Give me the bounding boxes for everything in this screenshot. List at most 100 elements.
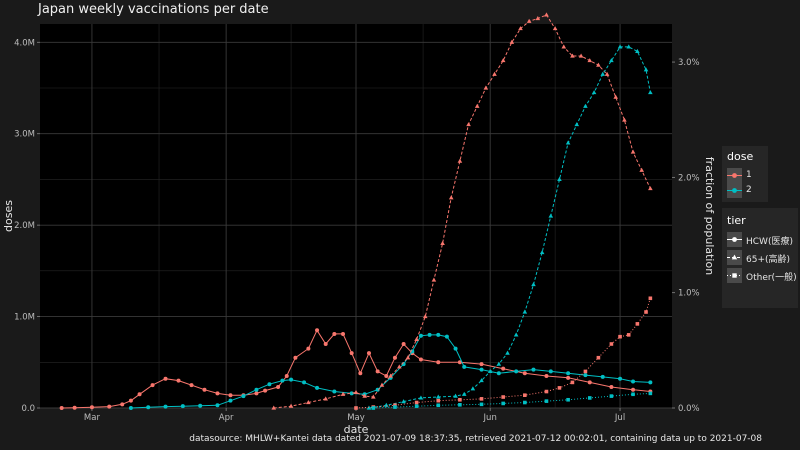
y-axis-title: doses (2, 200, 15, 232)
data-point (458, 397, 462, 402)
data-point (548, 369, 553, 374)
data-point (198, 403, 203, 408)
data-point (501, 401, 505, 406)
data-point (466, 122, 471, 127)
y-tick-label: 1.0M (14, 313, 35, 323)
data-point (448, 195, 454, 200)
data-point (479, 362, 484, 367)
data-point (422, 314, 428, 319)
data-point (436, 398, 441, 403)
y-tick-label: 4.0M (14, 38, 35, 48)
data-point (375, 387, 380, 392)
data-point (323, 342, 328, 346)
data-point (440, 240, 445, 246)
series-dose2-triangle (366, 44, 653, 410)
data-point (626, 333, 631, 337)
data-point (635, 322, 640, 326)
data-point (384, 374, 389, 378)
data-point (630, 149, 636, 154)
data-point (609, 342, 614, 346)
data-point (457, 360, 462, 365)
legend-tier: tier HCW(医療) 65+(高齢) Other(一般) (722, 208, 798, 308)
data-point (462, 364, 467, 369)
data-point (358, 371, 363, 376)
y-tick-label: 3.0M (14, 130, 35, 140)
data-point (284, 374, 289, 378)
x-tick-label: Jun (483, 413, 497, 423)
data-point (418, 395, 424, 400)
data-point (341, 331, 346, 336)
legend-swatch-tier-65 (727, 254, 742, 260)
data-point (128, 398, 133, 403)
series-line (130, 334, 651, 409)
data-point (436, 332, 441, 337)
data-point (215, 403, 220, 408)
y2-tick-label: 2.0% (678, 173, 700, 183)
data-point (228, 398, 233, 403)
data-point (470, 386, 476, 391)
data-point (384, 402, 389, 407)
data-point (544, 399, 549, 403)
data-point (435, 394, 441, 399)
data-point (587, 58, 593, 63)
data-point (626, 44, 632, 49)
data-point (202, 387, 207, 392)
data-point (639, 167, 644, 172)
data-point (280, 378, 285, 383)
data-point (483, 85, 489, 90)
data-point (523, 400, 527, 405)
data-point (388, 373, 393, 378)
data-point (371, 406, 376, 410)
data-point (315, 328, 320, 333)
data-point (263, 388, 268, 393)
legend-tier-title: tier (727, 214, 746, 227)
data-point (180, 404, 185, 409)
data-point (544, 374, 549, 378)
data-point (353, 389, 359, 395)
data-point (393, 405, 397, 409)
data-point (479, 397, 484, 401)
data-point (635, 48, 640, 54)
legend-swatch-tier-other (727, 273, 742, 278)
data-point (146, 405, 151, 410)
data-point (228, 393, 233, 398)
data-point (578, 53, 584, 58)
data-point (332, 331, 337, 336)
data-point (618, 334, 622, 339)
legend-swatch-tier-hcw (727, 237, 742, 242)
data-point (59, 406, 64, 410)
y2-tick-label: 3.0% (678, 58, 700, 68)
data-point (618, 376, 623, 381)
y2-tick-label: 1.0% (678, 289, 700, 299)
x-tick-label: Jul (614, 413, 625, 423)
data-point (479, 367, 484, 372)
data-point (583, 103, 588, 108)
data-point (267, 382, 272, 387)
data-point (375, 369, 380, 374)
legend-dose-title: dose (727, 150, 754, 163)
data-point (366, 351, 371, 356)
data-point (574, 122, 580, 127)
y2-tick-label: 0.0% (678, 404, 700, 414)
data-point (523, 393, 527, 397)
data-point (501, 395, 505, 399)
y-tick-label: 0.0 (21, 404, 35, 414)
data-point (392, 355, 397, 360)
data-point (552, 26, 558, 31)
data-point (418, 357, 423, 362)
data-point (644, 310, 648, 314)
data-point (276, 384, 281, 389)
data-point (566, 397, 570, 402)
data-point (150, 383, 155, 388)
data-point (513, 332, 519, 337)
data-point (604, 71, 610, 76)
data-point (631, 387, 636, 392)
data-point (293, 355, 298, 360)
legend-key-tier-hcw (727, 232, 742, 247)
data-point (544, 12, 549, 17)
data-point (401, 342, 406, 346)
data-point (72, 405, 77, 410)
data-point (414, 400, 419, 405)
data-point (128, 406, 133, 410)
